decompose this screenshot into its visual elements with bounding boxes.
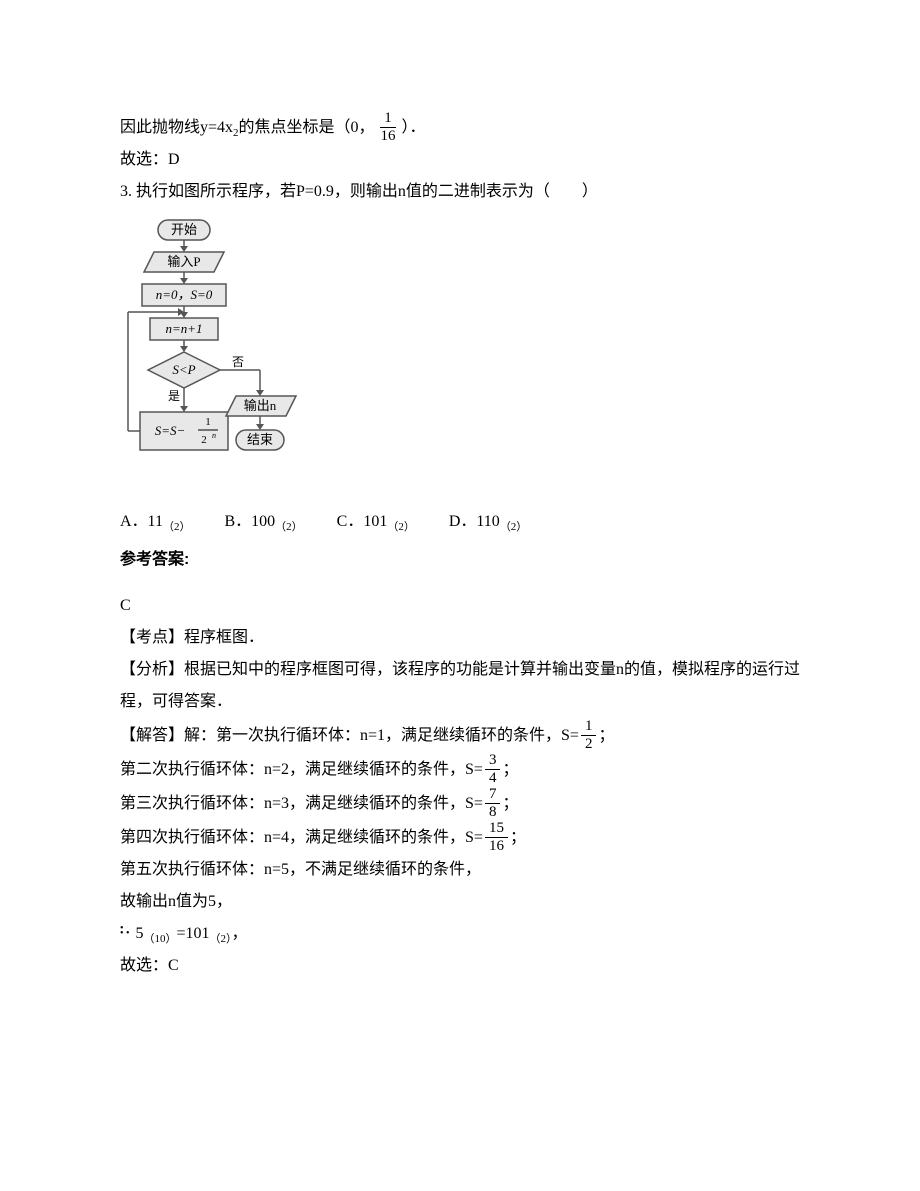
step-2: 第二次执行循环体：n=2，满足继续循环的条件，S= 3 4 ； [120, 752, 800, 786]
text: ； [502, 754, 518, 786]
text: =101 [177, 925, 210, 942]
svg-text:输入P: 输入P [167, 254, 200, 269]
svg-text:n=0，S=0: n=0，S=0 [156, 287, 213, 302]
fraction: 1 2 [581, 718, 597, 752]
fraction-1-16: 1 16 [377, 110, 400, 144]
svg-text:S<P: S<P [172, 362, 195, 377]
svg-text:结束: 结束 [247, 432, 273, 447]
denominator: 16 [377, 128, 400, 145]
final-answer: 故选：C [120, 950, 800, 982]
option-d: D．110（2） [449, 506, 527, 538]
option-a-label: A．11 [120, 513, 163, 530]
svg-text:是: 是 [168, 389, 180, 403]
svg-text:否: 否 [232, 355, 244, 369]
fraction: 7 8 [485, 786, 501, 820]
flowchart-svg: 开始输入P n=0，S=0 n=n+1 S<P 是 S=S− 1 2n 否输出n 结束 [120, 216, 300, 486]
text: 因此抛物线y=4x [120, 112, 233, 144]
fenxi: 【分析】根据已知中的程序框图可得，该程序的功能是计算并输出变量n的值，模拟程序的… [120, 654, 800, 718]
subscript-2: （2） [387, 521, 415, 533]
svg-text:输出n: 输出n [244, 398, 277, 413]
denominator: 8 [485, 804, 501, 821]
line-parabola: 因此抛物线y=4x2的焦点坐标是（0， 1 16 ）． [120, 110, 800, 144]
question-3: 3. 执行如图所示程序，若P=0.9，则输出n值的二进制表示为（ ） [120, 176, 800, 208]
subscript-2: （2） [500, 521, 528, 533]
numerator: 15 [485, 820, 508, 838]
fraction: 3 4 [485, 752, 501, 786]
text: ； [510, 822, 526, 854]
text: ； [598, 720, 614, 752]
text: 第三次执行循环体：n=3，满足继续循环的条件，S= [120, 788, 483, 820]
kaodian: 【考点】程序框图． [120, 622, 800, 654]
text: 第四次执行循环体：n=4，满足继续循环的条件，S= [120, 822, 483, 854]
options-row: A．11（2） B．100（2） C．101（2） D．110（2） [120, 506, 800, 538]
document-page: 因此抛物线y=4x2的焦点坐标是（0， 1 16 ）． 故选：D 3. 执行如图… [0, 0, 920, 1042]
text: ； [502, 788, 518, 820]
text: 第二次执行循环体：n=2，满足继续循环的条件，S= [120, 754, 483, 786]
flowchart: 开始输入P n=0，S=0 n=n+1 S<P 是 S=S− 1 2n 否输出n 结束 [120, 216, 800, 498]
answer-letter: C [120, 590, 800, 622]
because-icon: •• • [120, 926, 130, 936]
line-answer-d: 故选：D [120, 144, 800, 176]
text: 【解答】解：第一次执行循环体：n=1，满足继续循环的条件，S= [120, 720, 579, 752]
text: 的焦点坐标是（0， [239, 112, 375, 144]
option-d-label: D．110 [449, 513, 500, 530]
step-5: 第五次执行循环体：n=5，不满足继续循环的条件， [120, 854, 800, 886]
subscript-2: （2） [275, 521, 303, 533]
svg-text:开始: 开始 [171, 222, 197, 237]
numerator: 1 [380, 110, 396, 128]
numerator: 3 [485, 752, 501, 770]
svg-text:S=S−: S=S− [155, 423, 186, 438]
subscript-10: （10） [144, 933, 177, 945]
text: 5 [136, 925, 144, 942]
denominator: 2 [581, 736, 597, 753]
fraction: 15 16 [485, 820, 508, 854]
option-b: B．100（2） [224, 506, 302, 538]
text: ）． [402, 112, 426, 144]
option-b-label: B．100 [224, 513, 275, 530]
svg-text:n: n [212, 431, 216, 440]
numerator: 1 [581, 718, 597, 736]
numerator: 7 [485, 786, 501, 804]
denominator: 4 [485, 770, 501, 787]
step-1: 【解答】解：第一次执行循环体：n=1，满足继续循环的条件，S= 1 2 ； [120, 718, 800, 752]
subscript-2: （2） [210, 933, 232, 945]
step-3: 第三次执行循环体：n=3，满足继续循环的条件，S= 7 8 ； [120, 786, 800, 820]
svg-text:n=n+1: n=n+1 [165, 321, 202, 336]
subscript-2: （2） [163, 521, 191, 533]
option-c-label: C．101 [337, 513, 388, 530]
step-4: 第四次执行循环体：n=4，满足继续循环的条件，S= 15 16 ； [120, 820, 800, 854]
option-a: A．11（2） [120, 506, 190, 538]
denominator: 16 [485, 838, 508, 855]
reference-answer-heading: 参考答案: [120, 544, 800, 576]
text: ， [232, 925, 248, 942]
svg-text:2: 2 [201, 434, 207, 446]
option-c: C．101（2） [337, 506, 415, 538]
svg-text:1: 1 [205, 416, 211, 428]
conversion-line: •• • 5（10）=101（2）， [120, 918, 800, 950]
output-5: 故输出n值为5， [120, 886, 800, 918]
